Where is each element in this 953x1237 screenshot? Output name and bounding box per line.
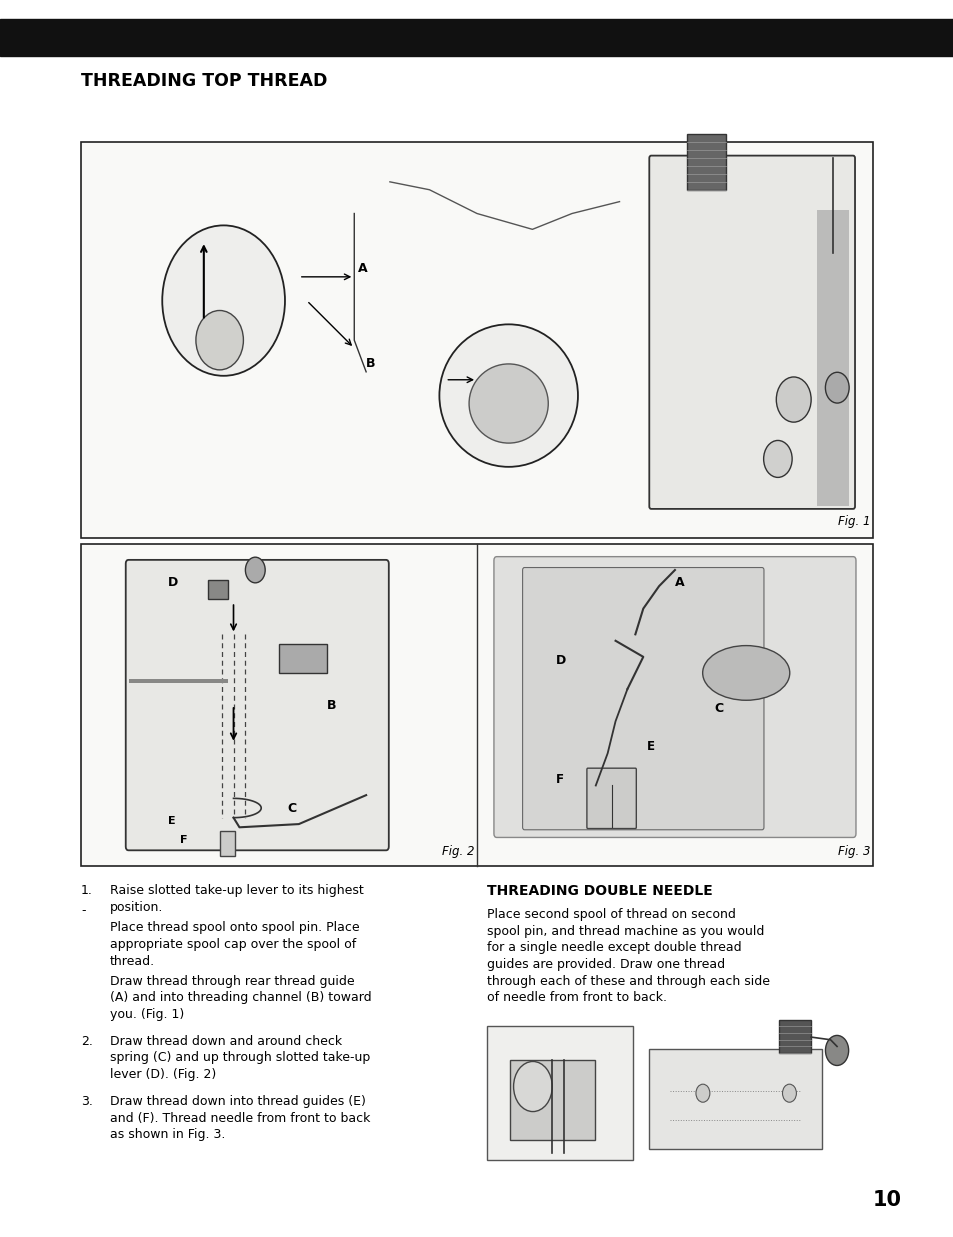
Text: as shown in Fig. 3.: as shown in Fig. 3. [110,1128,225,1142]
Text: B: B [366,357,375,370]
Bar [817,308,848,407]
Text: Draw thread down and around check: Draw thread down and around check [110,1034,341,1048]
Text: THREADING DOUBLE NEEDLE: THREADING DOUBLE NEEDLE [486,884,712,898]
FancyBboxPatch shape [522,568,763,830]
Text: appropriate spool cap over the spool of: appropriate spool cap over the spool of [110,938,355,951]
Text: D: D [556,653,566,667]
Text: 3.: 3. [81,1095,92,1108]
Circle shape [513,1061,552,1112]
Bar [0,19,953,56]
Text: A: A [358,262,368,276]
Text: F: F [556,773,563,785]
Text: Fig. 1: Fig. 1 [837,515,869,528]
Bar [208,580,228,599]
FancyBboxPatch shape [649,156,854,508]
Bar [686,135,725,189]
Text: for a single needle except double thread: for a single needle except double thread [486,941,740,954]
Ellipse shape [162,225,285,376]
Bar [778,1019,810,1053]
Text: Place second spool of thread on second: Place second spool of thread on second [486,908,735,920]
Text: Draw thread down into thread guides (E): Draw thread down into thread guides (E) [110,1095,365,1108]
Text: C: C [287,802,295,814]
FancyBboxPatch shape [126,560,389,850]
Bar [81,544,872,866]
Text: C: C [714,701,723,715]
Text: A: A [674,576,684,589]
Ellipse shape [469,364,548,443]
Text: you. (Fig. 1): you. (Fig. 1) [110,1008,184,1021]
Text: spool pin, and thread machine as you would: spool pin, and thread machine as you wou… [486,924,763,938]
Bar [509,1060,594,1141]
Text: Place thread spool onto spool pin. Place: Place thread spool onto spool pin. Place [110,922,359,934]
Text: E: E [168,816,175,826]
FancyBboxPatch shape [586,768,636,829]
Ellipse shape [702,646,789,700]
Bar [486,1027,633,1160]
Text: position.: position. [110,901,163,914]
Text: through each of these and through each side: through each of these and through each s… [486,975,769,987]
Text: F: F [180,835,188,845]
Bar [129,679,228,683]
Text: B: B [326,699,335,711]
Bar [219,830,235,856]
Text: 10: 10 [872,1190,901,1210]
Bar [81,142,872,538]
Text: lever (D). (Fig. 2): lever (D). (Fig. 2) [110,1068,215,1081]
Text: (A) and into threading channel (B) toward: (A) and into threading channel (B) towar… [110,991,371,1004]
Text: Raise slotted take-up lever to its highest: Raise slotted take-up lever to its highe… [110,884,363,898]
Text: Fig. 2: Fig. 2 [441,845,474,858]
Circle shape [824,1035,848,1065]
Circle shape [781,1084,796,1102]
Circle shape [824,372,848,403]
Circle shape [245,557,265,583]
Text: thread.: thread. [110,955,154,967]
Text: THREADING TOP THREAD: THREADING TOP THREAD [81,72,327,90]
Circle shape [696,1084,709,1102]
Ellipse shape [439,324,578,466]
Text: E: E [646,741,655,753]
Ellipse shape [195,310,243,370]
Text: Fig. 3: Fig. 3 [837,845,869,858]
Bar [278,644,326,673]
FancyBboxPatch shape [494,557,855,837]
Text: and (F). Thread needle from front to back: and (F). Thread needle from front to bac… [110,1112,370,1124]
Circle shape [776,377,810,422]
Bar [817,209,848,308]
Text: of needle from front to back.: of needle from front to back. [486,991,666,1004]
Text: D: D [168,576,178,589]
Text: spring (C) and up through slotted take-up: spring (C) and up through slotted take-u… [110,1051,370,1065]
Text: 2.: 2. [81,1034,92,1048]
Bar [817,407,848,506]
Circle shape [762,440,791,477]
Text: Draw thread through rear thread guide: Draw thread through rear thread guide [110,975,354,987]
Text: 1.: 1. [81,884,92,898]
Text: guides are provided. Draw one thread: guides are provided. Draw one thread [486,957,724,971]
Bar [648,1049,821,1149]
Text: -: - [81,904,86,918]
